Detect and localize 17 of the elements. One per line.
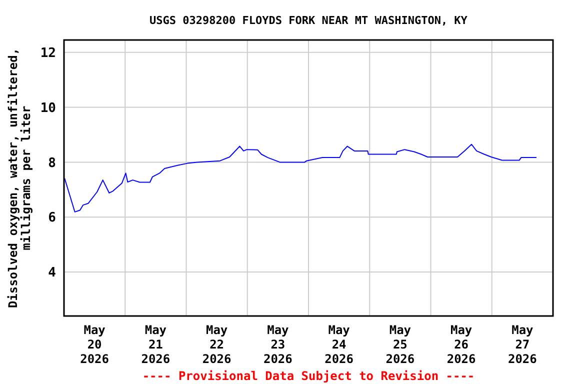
text: ---- Provisional Data Subject to Revision ---- [142, 369, 475, 383]
x-tick-label: May 27 2026 [508, 323, 537, 366]
y-tick-label: 4 [48, 266, 56, 281]
x-tick-label: May 22 2026 [202, 323, 232, 366]
chart-title: USGS 03298200 FLOYDS FORK NEAR MT WASHINGTON, KY [150, 14, 468, 27]
y-tick-label: 6 [48, 210, 56, 226]
x-tick-label: May 23 2026 [263, 323, 292, 366]
x-tick-label: May 26 2026 [446, 323, 476, 366]
y-tick-label: 12 [40, 46, 56, 61]
x-tick-label: May 25 2026 [386, 323, 415, 366]
y-tick-label: 8 [48, 156, 56, 171]
x-tick-label: May 24 2026 [324, 323, 354, 366]
y-axis-title: Dissolved oxygen, water, unfiltered, milligrams per liter [6, 48, 33, 308]
x-tick-label: May 20 2026 [80, 323, 110, 366]
x-tick-label: May 21 2026 [141, 323, 170, 366]
line-series [64, 144, 537, 212]
y-tick-label: 10 [40, 100, 56, 116]
